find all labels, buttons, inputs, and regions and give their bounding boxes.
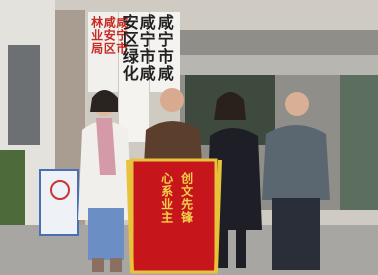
- photo: 咸宁市咸安区林业局 咸宁市咸安区绿化 咸宁市咸 创文先锋 心系业主: [0, 0, 378, 275]
- sign-text: 咸宁市咸: [155, 14, 172, 90]
- photo-background: [0, 0, 378, 275]
- banner-line: 心系业主: [160, 172, 173, 224]
- sign-text: 咸宁市咸安区绿化: [120, 14, 154, 90]
- banner-line: 创文先锋: [180, 172, 193, 224]
